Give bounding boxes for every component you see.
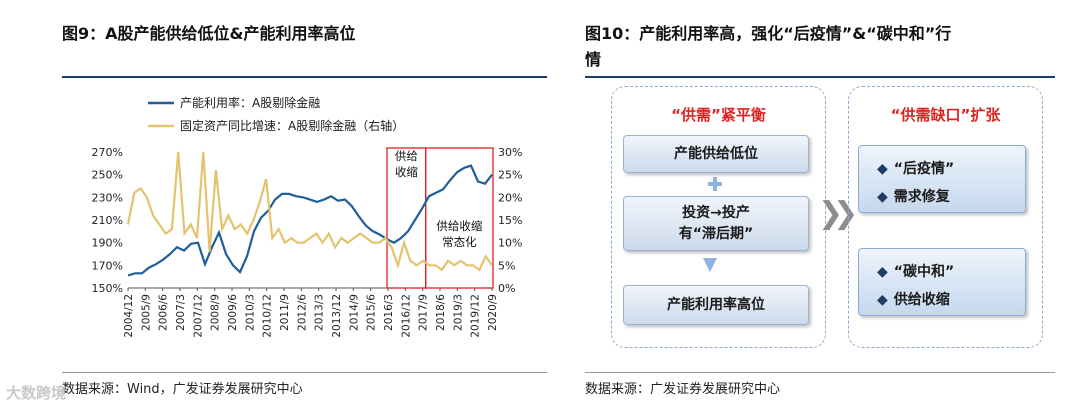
balance-group [611, 86, 826, 348]
capacity-chart: 产能利用率：A股剔除金融 固定资产同比增速：A股剔除金融（右轴） 150% 170… [92, 95, 523, 338]
y-left-tick-label: 250% [92, 169, 123, 182]
legend-label-investment: 固定资产同比增速：A股剔除金融（右轴） [180, 118, 404, 133]
diamond-icon: ◆ [877, 264, 888, 280]
diamond-icon: ◆ [877, 292, 888, 308]
y-left-tick-label: 190% [92, 237, 123, 250]
y-left-tick-label: 150% [92, 282, 123, 295]
annotation-box-1 [425, 147, 494, 289]
y-right-tick-label: 15% [498, 214, 522, 227]
right-title-rule [585, 76, 1055, 78]
plus-connector-icon [708, 177, 722, 191]
annotation-text: 常态化 [442, 235, 477, 249]
x-tick-label: 2007/3 [175, 294, 187, 331]
y-right-tick-label: 5% [498, 259, 515, 272]
y-left-tick-label: 230% [92, 191, 123, 204]
watermark: 大数跨境 [6, 384, 67, 402]
annotation-text: 收缩 [395, 165, 418, 179]
gap-group-title: “供需缺口”扩张 [890, 106, 1001, 124]
right-source: 数据来源：广发证券发展研究中心 [585, 382, 781, 397]
down-arrow-icon [703, 258, 717, 272]
carbon-neutral-box: ◆ “碳中和” ◆ 供给收缩 [858, 248, 1026, 316]
x-tick-label: 2014/9 [348, 294, 360, 331]
post-covid-label: “后疫情” [893, 161, 955, 177]
step-utilization-high: 产能利用率高位 [623, 285, 809, 325]
y-right-tick-label: 20% [498, 191, 522, 204]
y-left-tick-label: 170% [92, 259, 123, 272]
chart-axes: 150% 170% 190% 210% 230% 250% 270% 0% 5% 10% 15% 20… [92, 146, 523, 338]
x-tick-label: 2019/12 [470, 294, 482, 338]
x-tick-label: 2013/3 [314, 294, 326, 331]
y-left-tick-label: 270% [92, 146, 123, 159]
supply-contraction-label: 供给收缩 [893, 292, 950, 308]
x-tick-label: 2005/9 [140, 294, 152, 331]
x-tick-label: 2013/12 [331, 294, 343, 338]
x-tick-label: 2007/12 [192, 294, 204, 338]
x-tick-label: 2018/6 [435, 294, 447, 331]
x-tick-label: 2010/12 [262, 294, 274, 338]
right-source-rule [585, 372, 1055, 373]
carbon-neutral-item: ◆ “碳中和” [877, 261, 954, 281]
legend-label-utilization: 产能利用率：A股剔除金融 [180, 95, 320, 110]
x-tick-label: 2010/3 [244, 294, 256, 331]
left-source-rule [62, 372, 547, 373]
x-tick-label: 2004/12 [123, 294, 135, 338]
x-tick-label: 2008/9 [210, 294, 222, 331]
post-covid-item: ◆ “后疫情” [877, 158, 954, 178]
y-right-tick-label: 25% [498, 169, 522, 182]
x-tick-label: 2020/9 [487, 294, 499, 331]
step-capacity-low: 产能供给低位 [623, 135, 809, 173]
supply-contraction-item: ◆ 供给收缩 [877, 289, 950, 309]
x-tick-label: 2016/3 [383, 294, 395, 331]
series-line-0 [127, 164, 493, 277]
annotation-text: 供给 [395, 149, 418, 163]
double-chevron-right-icon: ❯❯ [818, 196, 858, 231]
y-right-tick-label: 0% [498, 282, 515, 295]
chart-series [126, 151, 493, 277]
post-covid-box: ◆ “后疫情” ◆ 需求修复 [858, 145, 1026, 213]
demand-recovery-item: ◆ 需求修复 [877, 186, 950, 206]
x-tick-label: 2017/9 [418, 294, 430, 331]
diamond-icon: ◆ [877, 189, 888, 205]
carbon-neutral-label: “碳中和” [893, 264, 955, 280]
y-right-tick-label: 30% [498, 146, 522, 159]
x-tick-label: 2019/3 [452, 294, 464, 331]
step-investment-lag: 投资→投产 有“滞后期” [623, 196, 809, 251]
left-source: 数据来源：Wind，广发证券发展研究中心 [62, 382, 303, 397]
left-title-rule [62, 76, 547, 78]
x-tick-label: 2011/9 [279, 294, 291, 331]
balance-group-title: “供需”紧平衡 [671, 106, 766, 124]
series-line-1 [126, 151, 493, 272]
x-tick-label: 2015/6 [366, 294, 378, 331]
x-tick-label: 2009/6 [227, 294, 239, 331]
x-tick-label: 2012/6 [296, 294, 308, 331]
annotation-text: 供给收缩 [436, 219, 482, 233]
x-tick-label: 2016/12 [400, 294, 412, 338]
right-figure-title-line2: 情 [585, 50, 602, 69]
right-figure-title-line1: 图10：产能利用率高，强化“后疫情”&“碳中和”行 [585, 24, 952, 43]
demand-recovery-label: 需求修复 [893, 189, 950, 205]
gap-group [848, 86, 1043, 348]
left-figure-title: 图9：A股产能供给低位&产能利用率高位 [62, 24, 356, 43]
y-left-tick-label: 210% [92, 214, 123, 227]
diamond-icon: ◆ [877, 161, 888, 177]
y-right-tick-label: 10% [498, 237, 522, 250]
x-tick-label: 2006/6 [158, 294, 170, 331]
